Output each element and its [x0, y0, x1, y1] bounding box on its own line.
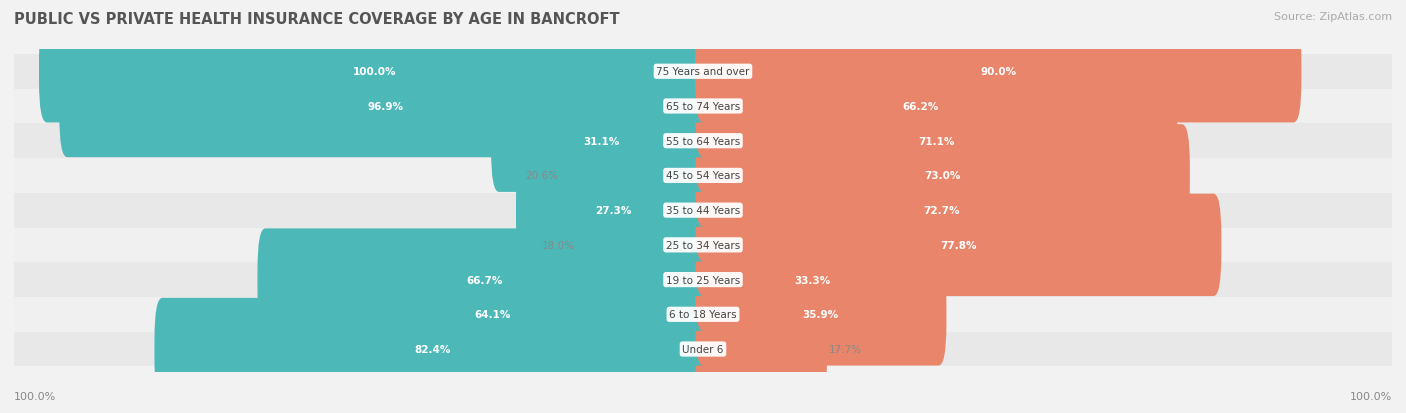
Text: 25 to 34 Years: 25 to 34 Years [666, 240, 740, 250]
FancyBboxPatch shape [576, 194, 711, 297]
Text: 33.3%: 33.3% [794, 275, 831, 285]
FancyBboxPatch shape [695, 90, 1177, 192]
Text: 20.6%: 20.6% [524, 171, 558, 181]
Text: 100.0%: 100.0% [353, 67, 396, 77]
Text: 45 to 54 Years: 45 to 54 Years [666, 171, 740, 181]
Text: 100.0%: 100.0% [1350, 391, 1392, 401]
Text: 18.0%: 18.0% [543, 240, 575, 250]
Text: 35 to 44 Years: 35 to 44 Years [666, 206, 740, 216]
Bar [14, 228, 1392, 263]
Text: 27.3%: 27.3% [595, 206, 631, 216]
Bar [14, 297, 1392, 332]
Bar [14, 89, 1392, 124]
FancyBboxPatch shape [257, 229, 711, 331]
Bar [14, 332, 1392, 366]
Bar [14, 193, 1392, 228]
Text: PUBLIC VS PRIVATE HEALTH INSURANCE COVERAGE BY AGE IN BANCROFT: PUBLIC VS PRIVATE HEALTH INSURANCE COVER… [14, 12, 620, 27]
Text: 19 to 25 Years: 19 to 25 Years [666, 275, 740, 285]
Bar [14, 124, 1392, 159]
Text: 90.0%: 90.0% [980, 67, 1017, 77]
Text: 77.8%: 77.8% [941, 240, 977, 250]
Text: 75 Years and over: 75 Years and over [657, 67, 749, 77]
Bar [14, 263, 1392, 297]
FancyBboxPatch shape [695, 229, 929, 331]
Text: 71.1%: 71.1% [918, 136, 955, 146]
Text: 100.0%: 100.0% [14, 391, 56, 401]
Text: 31.1%: 31.1% [583, 136, 619, 146]
FancyBboxPatch shape [39, 21, 711, 123]
Text: 65 to 74 Years: 65 to 74 Years [666, 102, 740, 112]
Text: 35.9%: 35.9% [803, 310, 839, 320]
FancyBboxPatch shape [516, 159, 711, 262]
Bar [14, 55, 1392, 89]
FancyBboxPatch shape [560, 125, 711, 227]
FancyBboxPatch shape [59, 56, 711, 158]
FancyBboxPatch shape [695, 56, 1146, 158]
Text: Source: ZipAtlas.com: Source: ZipAtlas.com [1274, 12, 1392, 22]
FancyBboxPatch shape [695, 21, 1302, 123]
Text: 72.7%: 72.7% [924, 206, 960, 216]
Text: Under 6: Under 6 [682, 344, 724, 354]
FancyBboxPatch shape [491, 90, 711, 192]
Text: 66.2%: 66.2% [903, 102, 938, 112]
Text: 55 to 64 Years: 55 to 64 Years [666, 136, 740, 146]
FancyBboxPatch shape [274, 263, 711, 366]
FancyBboxPatch shape [695, 125, 1189, 227]
Text: 64.1%: 64.1% [474, 310, 510, 320]
Text: 82.4%: 82.4% [415, 344, 451, 354]
Text: 6 to 18 Years: 6 to 18 Years [669, 310, 737, 320]
Bar [14, 159, 1392, 193]
Text: 66.7%: 66.7% [465, 275, 502, 285]
FancyBboxPatch shape [695, 263, 946, 366]
Text: 17.7%: 17.7% [830, 344, 862, 354]
FancyBboxPatch shape [695, 159, 1188, 262]
Text: 96.9%: 96.9% [367, 102, 404, 112]
Text: 73.0%: 73.0% [924, 171, 960, 181]
FancyBboxPatch shape [695, 194, 1222, 297]
FancyBboxPatch shape [155, 298, 711, 400]
FancyBboxPatch shape [695, 298, 827, 400]
